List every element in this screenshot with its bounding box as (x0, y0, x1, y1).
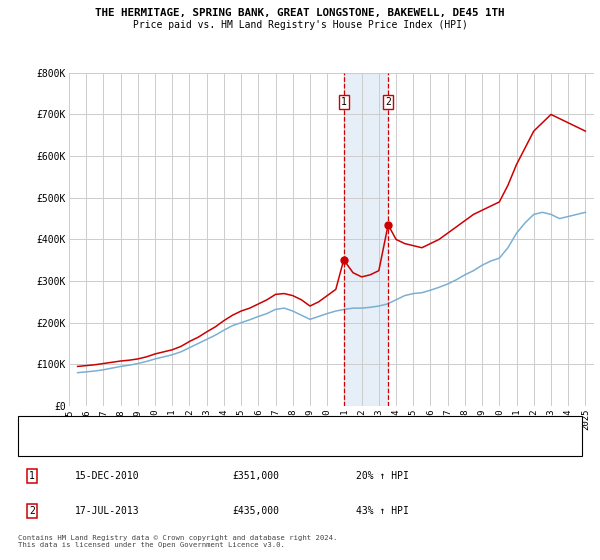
Text: £435,000: £435,000 (232, 506, 280, 516)
Text: 43% ↑ HPI: 43% ↑ HPI (356, 506, 409, 516)
Text: 1: 1 (341, 97, 347, 107)
Text: £351,000: £351,000 (232, 471, 280, 481)
Text: HPI: Average price, detached house, Derbyshire Dales: HPI: Average price, detached house, Derb… (60, 442, 320, 451)
Text: 15-DEC-2010: 15-DEC-2010 (74, 471, 139, 481)
Text: 1: 1 (29, 471, 35, 481)
Text: THE HERMITAGE, SPRING BANK, GREAT LONGSTONE, BAKEWELL, DE45 1TH (detached h: THE HERMITAGE, SPRING BANK, GREAT LONGST… (60, 423, 436, 432)
Text: 2: 2 (385, 97, 391, 107)
Text: THE HERMITAGE, SPRING BANK, GREAT LONGSTONE, BAKEWELL, DE45 1TH: THE HERMITAGE, SPRING BANK, GREAT LONGST… (95, 8, 505, 18)
Text: Price paid vs. HM Land Registry's House Price Index (HPI): Price paid vs. HM Land Registry's House … (133, 20, 467, 30)
FancyBboxPatch shape (18, 416, 582, 456)
Text: 17-JUL-2013: 17-JUL-2013 (74, 506, 139, 516)
Text: 2: 2 (29, 506, 35, 516)
Bar (344, 73, 388, 406)
Text: 20% ↑ HPI: 20% ↑ HPI (356, 471, 409, 481)
Text: Contains HM Land Registry data © Crown copyright and database right 2024.
This d: Contains HM Land Registry data © Crown c… (18, 535, 337, 548)
